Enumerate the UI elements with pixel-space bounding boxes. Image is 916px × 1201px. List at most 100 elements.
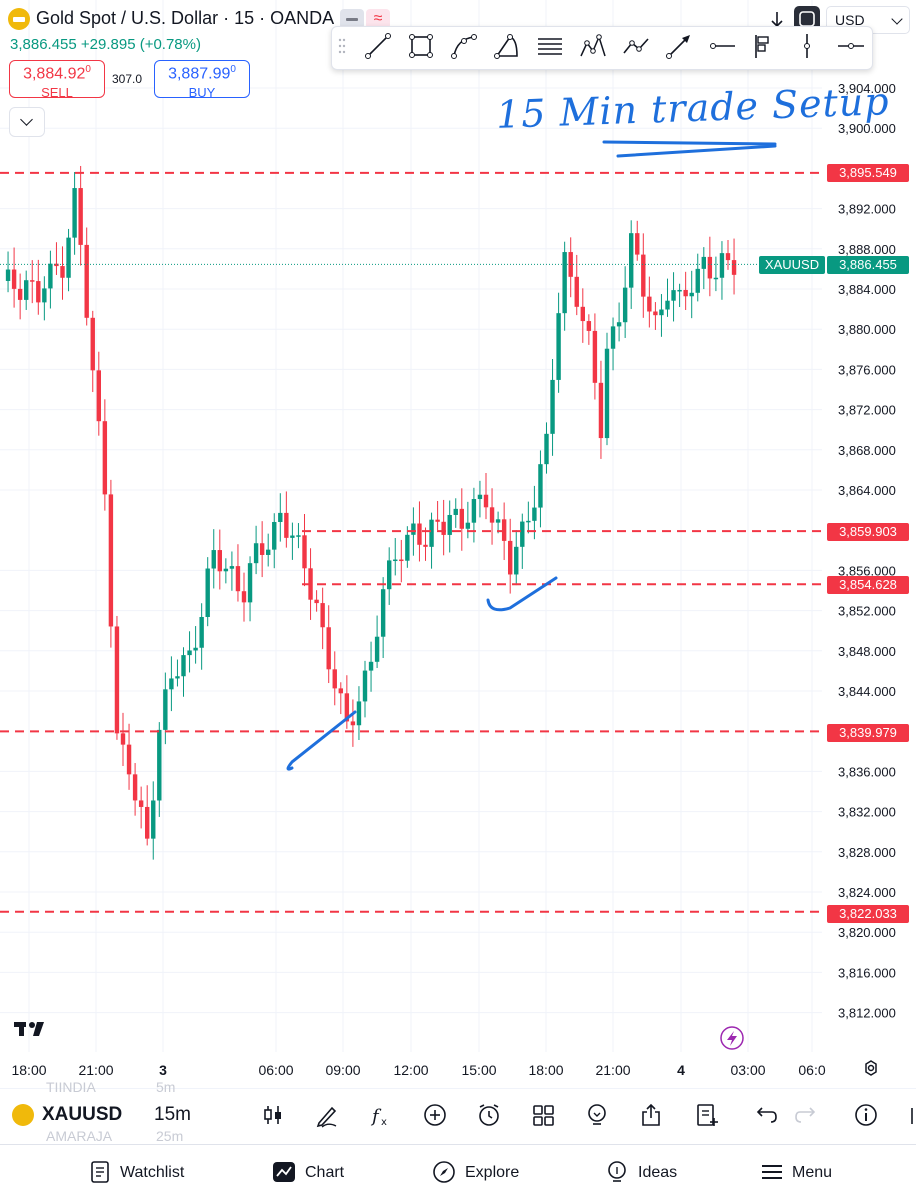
add-icon[interactable]: [422, 1102, 448, 1128]
interval-selector[interactable]: 15m: [154, 1104, 191, 1125]
bottom-toolbar: [0, 1088, 916, 1143]
cross-line-icon[interactable]: [836, 31, 866, 61]
collapse-legend-button[interactable]: [9, 107, 45, 137]
nav-chart[interactable]: Chart: [305, 1164, 345, 1181]
last-price-change: 3,886.455 +29.895 (+0.78%): [10, 36, 201, 53]
candle-body: [48, 263, 53, 289]
level-tag-3[interactable]: 3,854.628: [827, 576, 909, 594]
y-tick-label: 3,812.000: [838, 1006, 896, 1021]
arrow-icon[interactable]: [664, 31, 694, 61]
level-tag-1[interactable]: 3,895.549: [827, 164, 909, 182]
buy-button[interactable]: 3,887.990 BUY: [154, 60, 250, 100]
menu-hamburger-icon[interactable]: [760, 1160, 784, 1184]
gold-logo-icon: [12, 1104, 34, 1126]
candle-body: [241, 591, 247, 603]
watchlist-icon[interactable]: [88, 1160, 112, 1184]
y-tick-label: 3,864.000: [838, 483, 896, 498]
drag-grip-icon[interactable]: [338, 38, 346, 54]
symbol-title[interactable]: Gold Spot / U.S. Dollar · 15 · OANDA: [36, 8, 335, 28]
candle-body: [175, 676, 180, 679]
ideas-bulb-icon[interactable]: [584, 1102, 610, 1128]
market-status-icon[interactable]: [340, 9, 364, 29]
candle-body: [550, 379, 555, 434]
candle-body: [483, 494, 489, 508]
candle-body: [290, 535, 295, 538]
y-tick-label: 3,856.000: [838, 563, 896, 578]
level-tag-5[interactable]: 3,822.033: [827, 905, 909, 923]
candle-body: [320, 603, 325, 628]
share-icon[interactable]: [638, 1102, 664, 1128]
alert-icon[interactable]: [476, 1102, 502, 1128]
candle-body: [356, 701, 362, 726]
candle-body: [96, 370, 101, 422]
fib-retracement-icon[interactable]: [535, 31, 565, 61]
annotation-underline-1: [602, 140, 777, 146]
candle-body: [302, 535, 307, 569]
symbol-selector[interactable]: XAUUSD: [42, 1104, 123, 1125]
explore-compass-icon[interactable]: [432, 1160, 456, 1184]
drawings-layer: [286, 140, 777, 771]
arc-icon[interactable]: [492, 31, 522, 61]
candle-body: [489, 507, 495, 523]
sell-button[interactable]: 3,884.920 SELL: [9, 60, 105, 100]
candle-body: [441, 521, 446, 535]
candles-icon[interactable]: [260, 1102, 286, 1128]
layout-icon[interactable]: [530, 1102, 556, 1128]
more-tools-edge[interactable]: [904, 1106, 916, 1126]
candle-body: [72, 188, 77, 238]
candle-body: [677, 289, 682, 292]
y-tick-label: 3,884.000: [838, 282, 896, 297]
candle-body: [514, 546, 519, 575]
ideas-bulb-icon[interactable]: [605, 1160, 629, 1184]
draw-icon[interactable]: [314, 1102, 340, 1128]
pattern-icon[interactable]: [578, 31, 608, 61]
candle-body: [713, 277, 719, 280]
candle-body: [508, 540, 513, 575]
undo-icon[interactable]: [752, 1102, 778, 1128]
candle-body: [217, 550, 222, 572]
chart-icon[interactable]: [272, 1160, 296, 1184]
candle-body: [30, 280, 35, 282]
candle-body: [477, 494, 483, 500]
rectangle-icon[interactable]: [406, 31, 436, 61]
candle-body: [114, 626, 120, 734]
trend-line-icon[interactable]: [363, 31, 393, 61]
long-position-icon[interactable]: [748, 31, 778, 61]
nav-watchlist[interactable]: Watchlist: [120, 1164, 185, 1181]
horizontal-ray-icon[interactable]: [707, 31, 737, 61]
candle-body: [42, 288, 47, 303]
info-icon[interactable]: [853, 1102, 879, 1128]
candle-body: [211, 550, 216, 569]
candle-body: [145, 806, 150, 839]
svg-text:x: x: [381, 1117, 387, 1128]
candle-body: [157, 729, 162, 801]
candle-body: [126, 744, 132, 775]
vertical-line-icon[interactable]: [792, 31, 822, 61]
y-tick-label: 3,844.000: [838, 684, 896, 699]
candle-body: [235, 566, 241, 592]
candle-body: [471, 499, 477, 523]
y-tick-label: 3,832.000: [838, 805, 896, 820]
level-tag-4[interactable]: 3,839.979: [827, 724, 909, 742]
candle-body: [707, 256, 713, 279]
candle-body: [435, 519, 440, 522]
nav-ideas[interactable]: Ideas: [638, 1164, 678, 1181]
candle-body: [665, 300, 670, 310]
candle-body: [544, 433, 549, 465]
x-tick-label: 09:00: [325, 1062, 361, 1078]
polyline-icon[interactable]: [621, 31, 651, 61]
data-delay-icon[interactable]: ≈: [366, 9, 390, 29]
ghost-watchlist-interval: 25m: [156, 1128, 184, 1144]
path-icon[interactable]: [449, 31, 479, 61]
level-tag-2[interactable]: 3,859.903: [827, 523, 909, 541]
candle-body: [423, 544, 428, 547]
current-price-tag: 3,886.455: [827, 256, 909, 274]
x-tick-label: 21:00: [595, 1062, 631, 1078]
nav-menu[interactable]: Menu: [792, 1164, 833, 1181]
candle-body: [532, 507, 537, 521]
watchlist-add-icon[interactable]: [694, 1102, 720, 1128]
nav-explore[interactable]: Explore: [465, 1164, 520, 1181]
redo-icon[interactable]: [794, 1102, 820, 1128]
